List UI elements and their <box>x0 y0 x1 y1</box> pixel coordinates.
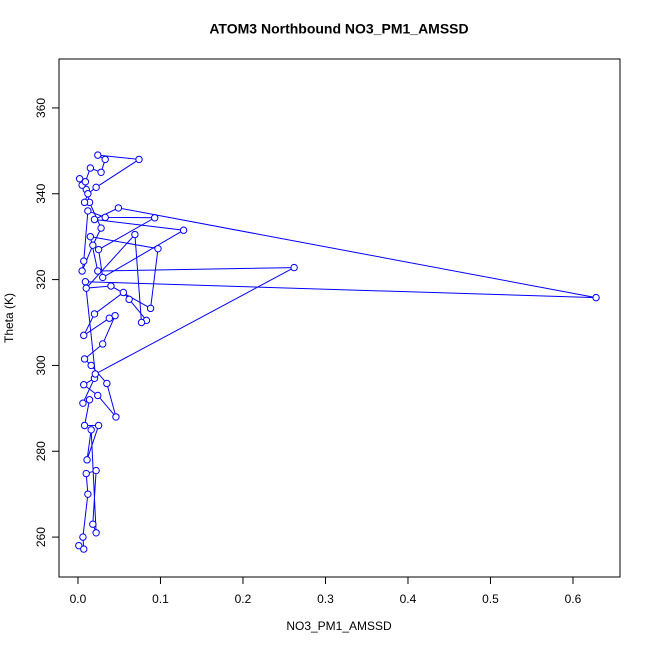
x-axis-label: NO3_PM1_AMSSD <box>286 619 392 633</box>
data-point <box>87 361 95 370</box>
data-point <box>99 273 107 282</box>
data-point <box>146 304 155 313</box>
data-point <box>90 310 99 318</box>
data-point <box>85 396 94 404</box>
data-point <box>94 245 103 254</box>
data-point <box>80 381 88 389</box>
data-point <box>90 215 99 224</box>
data-point <box>80 331 88 340</box>
data-point <box>125 295 133 304</box>
y-axis-label: Theta (K) <box>2 293 16 343</box>
y-tick-label: 300 <box>34 355 48 375</box>
data-point <box>97 168 105 176</box>
data-point <box>86 232 95 241</box>
data-point <box>84 207 92 215</box>
y-tick-label: 340 <box>34 183 48 203</box>
data-point <box>99 340 107 348</box>
y-tick-label: 320 <box>34 269 48 289</box>
data-point <box>80 198 89 207</box>
data-point <box>290 263 298 272</box>
data-point <box>112 413 120 421</box>
data-point <box>92 466 100 475</box>
data-point <box>101 213 109 222</box>
x-tick-label: 0.5 <box>482 592 499 606</box>
data-point <box>131 230 139 239</box>
data-point <box>592 293 600 302</box>
data-point <box>80 257 88 265</box>
y-tick-label: 260 <box>34 527 48 547</box>
data-point <box>91 370 100 378</box>
data-point <box>107 282 115 290</box>
data-point <box>137 318 146 327</box>
x-tick-label: 0.2 <box>235 592 252 606</box>
x-tick-label: 0.0 <box>70 592 87 606</box>
x-tick-label: 0.3 <box>317 592 334 606</box>
x-tick-label: 0.6 <box>565 592 582 606</box>
data-point <box>92 529 100 537</box>
data-point <box>80 355 89 363</box>
data-point <box>154 244 162 253</box>
data-line <box>78 154 597 551</box>
data-point <box>86 164 95 172</box>
data-point <box>94 391 102 400</box>
data-point <box>114 204 123 212</box>
data-point <box>82 469 90 478</box>
data-point <box>151 214 159 222</box>
data-point <box>78 267 86 275</box>
data-point <box>119 288 128 297</box>
data-point <box>79 399 87 407</box>
data-point <box>84 490 92 498</box>
data-point <box>89 241 97 249</box>
data-point <box>135 155 143 164</box>
data-point <box>75 175 84 183</box>
x-tick-label: 0.1 <box>152 592 169 606</box>
data-point <box>89 520 97 528</box>
data-point <box>80 545 88 553</box>
data-point <box>94 421 103 430</box>
data-point <box>81 278 90 286</box>
data-point <box>92 183 100 192</box>
data-point <box>94 151 102 159</box>
data-point <box>84 190 92 198</box>
data-point <box>87 426 95 434</box>
data-point <box>83 456 91 464</box>
data-point <box>179 226 188 234</box>
data-point <box>81 178 90 186</box>
data-point <box>82 284 90 292</box>
data-point <box>80 421 89 430</box>
data-point <box>79 533 87 541</box>
y-tick-label: 360 <box>34 98 48 118</box>
y-tick-label: 280 <box>34 441 48 461</box>
chart-title: ATOM3 Northbound NO3_PM1_AMSSD <box>209 21 468 37</box>
data-point <box>103 379 111 388</box>
data-point <box>94 267 102 275</box>
data-point <box>97 224 105 232</box>
data-point <box>105 314 114 322</box>
data-point <box>101 155 109 164</box>
x-tick-label: 0.4 <box>400 592 417 606</box>
plot-frame <box>58 58 621 578</box>
data-point <box>75 541 83 550</box>
